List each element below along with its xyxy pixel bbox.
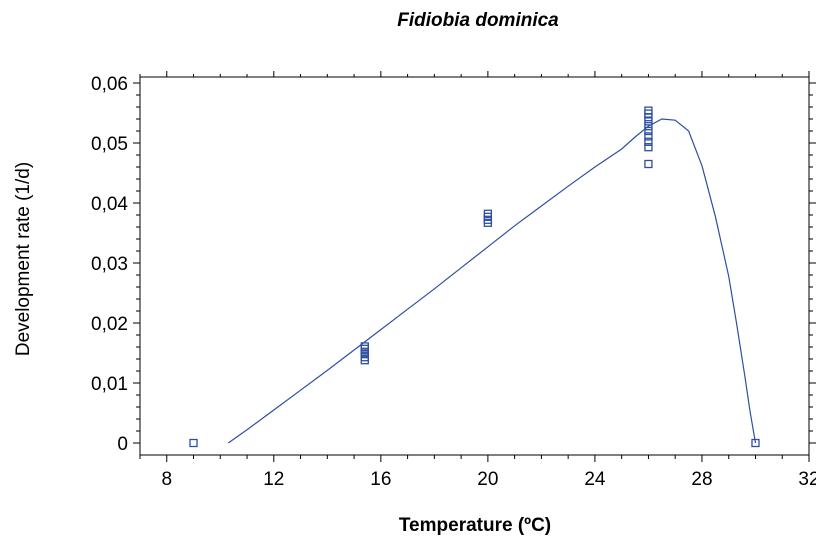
data-point (644, 122, 653, 131)
data-point (360, 342, 369, 351)
x-tick-label: 20 (477, 469, 498, 490)
x-tick-label: 32 (798, 469, 816, 490)
plot-frame (139, 76, 810, 456)
y-tick-label: 0,01 (91, 374, 128, 395)
y-tick-label: 0,04 (91, 194, 128, 215)
data-point (644, 126, 653, 136)
x-axis: 8 12 16 20 24 28 32 (139, 71, 816, 490)
chart-title: Fidiobia dominica (397, 10, 559, 31)
y-tick-label: 0,02 (91, 314, 128, 335)
data-point (189, 438, 198, 448)
data-point (751, 438, 760, 448)
data-point (644, 106, 653, 115)
y-axis: 0 0,01 0,02 0,03 0,04 0,05 0,06 (91, 74, 816, 455)
x-tick-label: 16 (370, 469, 391, 490)
data-point (644, 132, 653, 141)
y-axis-label: Development rate (1/d) (13, 162, 34, 356)
data-points (189, 106, 760, 448)
y-tick-label: 0,05 (91, 134, 128, 155)
data-point (644, 159, 653, 169)
y-tick-label: 0,06 (91, 74, 128, 95)
data-point (644, 143, 653, 152)
plot-area (139, 76, 810, 456)
x-tick-label: 28 (691, 469, 712, 490)
y-tick-label: 0,03 (91, 254, 128, 275)
data-point (644, 137, 653, 146)
x-tick-label: 24 (584, 469, 606, 490)
x-tick-label: 8 (161, 469, 172, 490)
y-tick-label: 0 (117, 434, 128, 455)
data-point (644, 117, 653, 126)
x-axis-label: Temperature (ºC) (399, 515, 551, 536)
data-point (483, 209, 493, 218)
x-tick-label: 12 (263, 469, 284, 490)
fit-curve (227, 118, 757, 444)
